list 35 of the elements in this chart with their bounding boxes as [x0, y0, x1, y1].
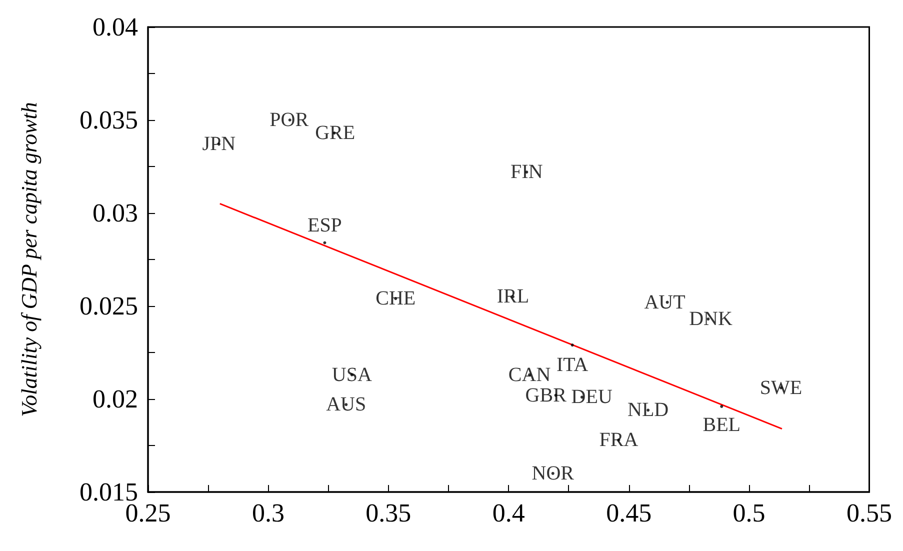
annotation: POR — [270, 109, 310, 131]
y-tick-label: 0.035 — [80, 106, 138, 134]
annotation: NLD — [628, 399, 669, 422]
y-axis-title: Volatility of GDP per capita growth — [16, 102, 42, 417]
y-tick-label: 0.02 — [92, 384, 138, 414]
x-tick-label: 0.4 — [492, 498, 525, 528]
annotation: USA — [332, 364, 372, 386]
x-tick-label: 0.3 — [252, 498, 284, 528]
x-tick-label: 0.5 — [732, 498, 766, 528]
annotation: AUS — [326, 394, 366, 416]
annotation: GBR — [525, 384, 568, 406]
x-tick-label: 0.55 — [846, 498, 892, 528]
annotation: IRL — [496, 286, 530, 308]
x-tick-label: 0.35 — [366, 498, 412, 528]
annotation: AUT — [644, 291, 686, 314]
annotation: SWE — [760, 376, 802, 399]
annotation: FRA — [599, 428, 639, 451]
y-tick-label: 0.04 — [92, 12, 138, 42]
annotation: GRE — [315, 122, 356, 144]
annotation: CHE — [376, 288, 416, 310]
annotation: NOR — [532, 462, 575, 484]
y-tick-label: 0.03 — [92, 198, 138, 228]
annotation: BEL — [702, 414, 741, 436]
point — [323, 241, 326, 244]
annotation: DNK — [689, 308, 733, 330]
x-tick-label: 0.45 — [606, 498, 652, 528]
point — [570, 344, 574, 347]
point — [720, 404, 724, 408]
annotation: DEU — [571, 386, 613, 408]
annotation: JPN — [202, 133, 236, 156]
annotation: CAN — [508, 364, 551, 386]
annotation: ESP — [307, 214, 342, 236]
y-tick-label: 0.025 — [80, 292, 138, 320]
annotation: ITA — [556, 354, 589, 376]
annotation: FIN — [510, 161, 543, 184]
